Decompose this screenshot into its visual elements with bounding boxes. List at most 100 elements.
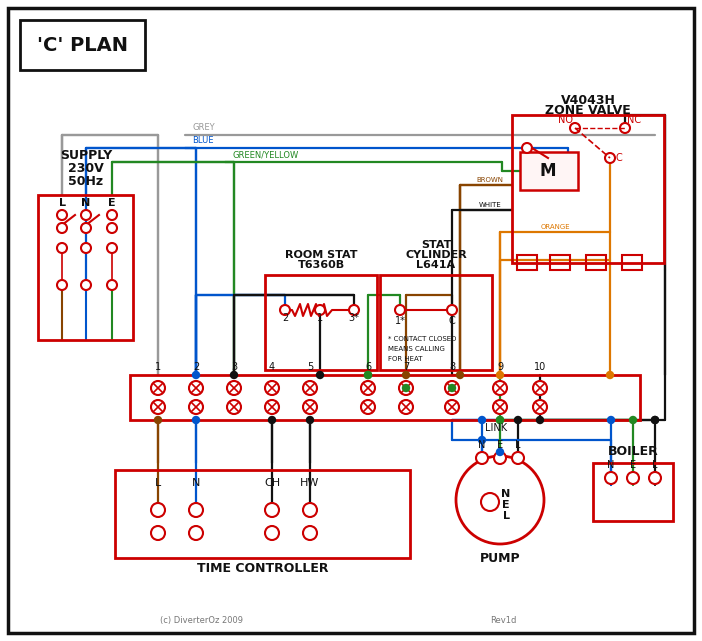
Text: BLUE: BLUE — [192, 136, 213, 145]
Circle shape — [151, 526, 165, 540]
Circle shape — [151, 381, 165, 395]
Text: (c) DiverterOz 2009: (c) DiverterOz 2009 — [160, 616, 243, 625]
Text: Rev1d: Rev1d — [490, 616, 517, 625]
Text: M: M — [540, 162, 556, 180]
Bar — [20, 20, 145, 70]
Circle shape — [227, 381, 241, 395]
Circle shape — [303, 400, 317, 414]
Text: L: L — [503, 511, 510, 521]
Circle shape — [81, 210, 91, 220]
Text: 4: 4 — [269, 362, 275, 372]
Circle shape — [479, 417, 486, 424]
Circle shape — [265, 400, 279, 414]
Circle shape — [522, 143, 532, 153]
Circle shape — [515, 417, 522, 424]
Circle shape — [81, 223, 91, 233]
Text: C: C — [449, 316, 456, 326]
Text: SUPPLY: SUPPLY — [60, 149, 112, 162]
Circle shape — [651, 417, 658, 424]
Circle shape — [192, 417, 199, 424]
Text: N: N — [501, 489, 510, 499]
Bar — [512, 115, 664, 263]
Text: 230V: 230V — [68, 162, 104, 174]
Text: L641A: L641A — [416, 260, 456, 270]
Circle shape — [620, 123, 630, 133]
Text: E: E — [497, 440, 503, 450]
Text: 2: 2 — [282, 313, 288, 323]
Circle shape — [189, 400, 203, 414]
Circle shape — [494, 452, 506, 464]
Circle shape — [395, 305, 405, 315]
Circle shape — [227, 400, 241, 414]
Text: L: L — [155, 478, 161, 488]
Circle shape — [649, 472, 661, 484]
Circle shape — [268, 417, 275, 424]
Circle shape — [445, 400, 459, 414]
Circle shape — [107, 243, 117, 253]
Circle shape — [479, 437, 486, 444]
Circle shape — [107, 223, 117, 233]
Circle shape — [496, 372, 503, 378]
Text: NO: NO — [558, 115, 573, 125]
Circle shape — [361, 381, 375, 395]
Bar — [265, 275, 377, 370]
Bar — [550, 255, 570, 270]
Text: CH: CH — [264, 478, 280, 488]
Bar — [130, 375, 640, 420]
Circle shape — [607, 372, 614, 378]
Text: FOR HEAT: FOR HEAT — [388, 356, 423, 362]
Text: 5: 5 — [307, 362, 313, 372]
Circle shape — [570, 123, 580, 133]
Text: 7: 7 — [403, 362, 409, 372]
Circle shape — [57, 210, 67, 220]
Text: GREY: GREY — [192, 123, 215, 132]
Circle shape — [496, 417, 503, 424]
Circle shape — [265, 381, 279, 395]
Circle shape — [651, 417, 658, 424]
Circle shape — [449, 385, 456, 392]
Circle shape — [481, 493, 499, 511]
Text: ORANGE: ORANGE — [540, 224, 570, 230]
Text: WHITE: WHITE — [479, 202, 501, 208]
Text: ZONE VALVE: ZONE VALVE — [545, 103, 631, 117]
Circle shape — [496, 417, 503, 424]
Circle shape — [447, 305, 457, 315]
Circle shape — [280, 305, 290, 315]
Circle shape — [630, 417, 637, 424]
Circle shape — [445, 381, 459, 395]
Circle shape — [154, 417, 161, 424]
Text: N: N — [478, 440, 486, 450]
Text: V4043H: V4043H — [561, 94, 616, 106]
Circle shape — [536, 417, 543, 424]
Circle shape — [315, 305, 325, 315]
Text: CYLINDER: CYLINDER — [405, 250, 467, 260]
Circle shape — [493, 381, 507, 395]
Circle shape — [456, 456, 544, 544]
Text: 'C' PLAN: 'C' PLAN — [37, 35, 128, 54]
Text: L: L — [58, 198, 65, 208]
Bar — [115, 470, 410, 558]
Bar — [622, 255, 642, 270]
Circle shape — [402, 385, 409, 392]
Text: HW: HW — [300, 478, 319, 488]
Text: L: L — [515, 440, 521, 450]
Text: N: N — [192, 478, 200, 488]
Circle shape — [605, 472, 617, 484]
Circle shape — [317, 372, 324, 378]
Circle shape — [402, 372, 409, 378]
Text: 1*: 1* — [395, 316, 406, 326]
Circle shape — [192, 372, 199, 378]
Circle shape — [189, 526, 203, 540]
Text: E: E — [502, 500, 510, 510]
Circle shape — [607, 417, 614, 424]
Circle shape — [533, 400, 547, 414]
Circle shape — [189, 381, 203, 395]
Circle shape — [364, 372, 371, 378]
Text: 1: 1 — [317, 313, 323, 323]
Text: TIME CONTROLLER: TIME CONTROLLER — [197, 562, 329, 575]
Text: T6360B: T6360B — [298, 260, 345, 270]
Text: 50Hz: 50Hz — [68, 174, 104, 188]
Circle shape — [605, 153, 615, 163]
Circle shape — [399, 381, 413, 395]
Circle shape — [303, 381, 317, 395]
